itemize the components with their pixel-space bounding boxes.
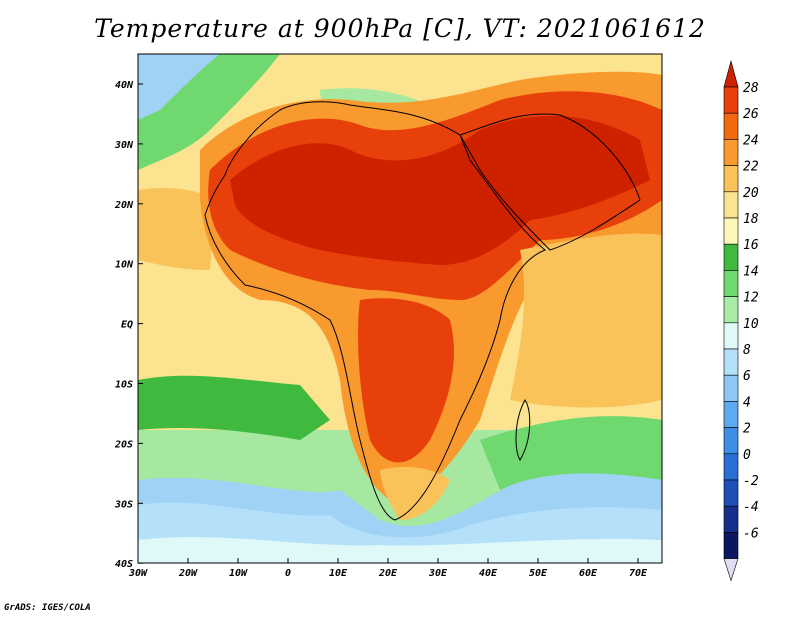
colorbar-swatch (723, 479, 739, 507)
arabia-coastline (459, 113, 641, 251)
colorbar-swatch (723, 191, 739, 219)
lat-tick-label: EQ (121, 320, 133, 331)
colorbar-swatch (723, 401, 739, 428)
indian-green (480, 416, 662, 490)
colorbar-label: 12 (743, 291, 759, 306)
south-cyan-band (138, 536, 662, 563)
colorbar-swatch (723, 374, 739, 402)
colorbar-swatch (723, 270, 739, 297)
plot-frame (137, 53, 663, 564)
map-title: Temperature at 900hPa [C], VT: 202106161… (94, 14, 706, 43)
colorbar-swatch (723, 505, 739, 533)
lon-tick-label: 70E (629, 568, 648, 579)
colorbar-label: -4 (743, 500, 759, 515)
lon-tick-label: 40E (479, 568, 498, 579)
lat-tick-label: 40N (115, 80, 134, 91)
colorbar-swatch (723, 296, 739, 324)
lon-tick-label: 20W (178, 568, 198, 579)
colorbar-swatch (723, 86, 739, 114)
lat-ticks: 40N 30N 20N 10N EQ 10S 20S 30S 40S (114, 80, 143, 570)
lon-ticks: 30W 20W 10W 0 10E 20E 30E 40E 50E 60E 70E (128, 558, 648, 579)
colorbar-label: 22 (743, 160, 759, 175)
colorbar-label: 4 (743, 395, 751, 410)
colorbar-label: 10 (743, 317, 759, 332)
lon-tick-label: 10E (329, 568, 348, 579)
colorbar-label: -2 (743, 474, 759, 489)
colorbar-swatch (723, 558, 739, 582)
colorbar-label: 28 (743, 81, 759, 96)
colorbar-label: 20 (743, 186, 759, 201)
colorbar-swatch (723, 243, 739, 271)
colorbar-label: 0 (743, 448, 751, 463)
lat-tick-label: 30N (114, 140, 134, 151)
lat-tick-label: 20N (114, 200, 134, 211)
lon-tick-label: 30W (128, 568, 148, 579)
colorbar-label: 24 (743, 133, 759, 148)
lat-tick-label: 10N (115, 260, 134, 271)
colorbar-swatch (723, 165, 739, 193)
map-field (138, 54, 662, 563)
colorbar-swatch (723, 217, 739, 245)
colorbar-label: 16 (743, 238, 759, 253)
colorbar-label: 14 (743, 264, 759, 279)
colorbar-swatch (723, 112, 739, 140)
colorbar-label: 2 (743, 422, 751, 437)
colorbar-swatch (723, 348, 739, 376)
colorbar-swatch (723, 427, 739, 455)
colorbar-label: 6 (743, 369, 751, 384)
lat-tick-label: 30S (114, 499, 133, 510)
lon-tick-label: 50E (529, 568, 548, 579)
north-atlantic-blue (138, 54, 220, 120)
colorbar-swatch (723, 453, 739, 481)
atlantic-green (138, 375, 330, 440)
lat-tick-label: 10S (115, 380, 133, 391)
lon-tick-label: 30E (428, 568, 448, 579)
colorbar-swatch (723, 59, 739, 88)
credit-text: GrADS: IGES/COLA (4, 603, 91, 613)
colorbar-label: 8 (743, 343, 751, 358)
very-hot-core (230, 116, 650, 265)
colorbar-swatch (723, 139, 739, 166)
indian-ocean-warm (510, 233, 662, 408)
colorbar-swatch (723, 532, 739, 559)
central-africa-hot (358, 298, 454, 463)
lon-tick-label: 20E (378, 568, 398, 579)
colorbar-label: 26 (743, 107, 759, 122)
lat-tick-label: 20S (114, 439, 133, 450)
lon-tick-label: 0 (285, 568, 291, 579)
colorbar-swatch (723, 322, 739, 350)
lon-tick-label: 10W (229, 568, 248, 579)
lat-tick-label: 40S (115, 559, 133, 570)
lon-tick-label: 60E (579, 568, 598, 579)
africa-coastline (204, 101, 546, 521)
tropical-atlantic-warm (138, 188, 215, 270)
colorbar-label: 18 (743, 212, 759, 227)
colorbar-label: -6 (743, 526, 759, 541)
madagascar-coastline (515, 399, 531, 461)
